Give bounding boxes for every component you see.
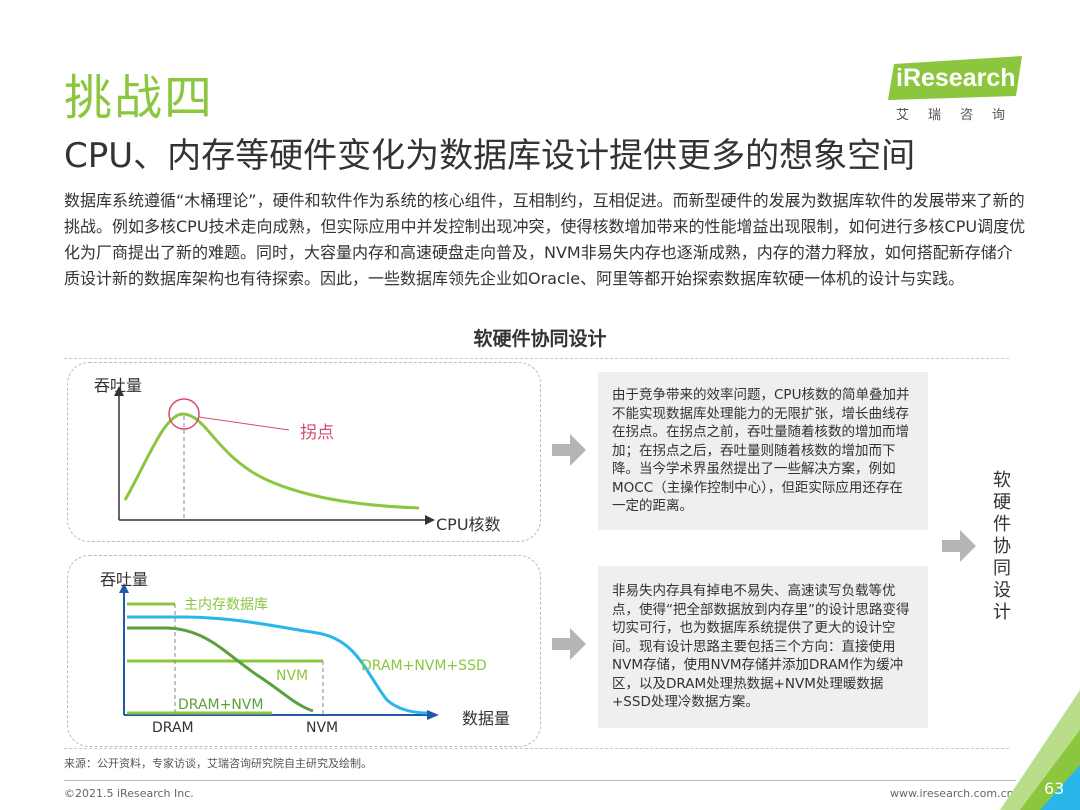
vertical-char: 设 xyxy=(993,580,1011,601)
arrow-right-3 xyxy=(942,530,976,562)
vertical-char: 同 xyxy=(993,558,1011,579)
diagram-2-y-label: 吞吐量 xyxy=(100,570,149,589)
diagram-1-description-text: 由于竞争带来的效率问题，CPU核数的简单叠加并不能实现数据库处理能力的无限扩张，… xyxy=(612,387,910,514)
diagram-1-x-arrow xyxy=(425,515,435,525)
inflection-leader-line xyxy=(198,416,290,431)
footer-line xyxy=(64,780,1016,781)
corner-decoration xyxy=(1000,690,1080,810)
diagram-2-x-label: 数据量 xyxy=(462,709,511,728)
page-title: 挑战四 xyxy=(64,70,215,126)
logo-banner xyxy=(888,56,1022,100)
divider-top xyxy=(64,358,1009,359)
diagram-1-x-label: CPU核数 xyxy=(436,515,501,534)
conclusion-vertical-text: 软 硬 件 协 同 设 计 xyxy=(988,470,1016,624)
vertical-char: 件 xyxy=(993,514,1011,535)
logo-chinese-text: 艾瑞咨询 xyxy=(896,108,1025,123)
tick-label-nvm: NVM xyxy=(306,720,339,736)
vertical-char: 计 xyxy=(993,602,1011,623)
series-label-nvm: NVM xyxy=(276,668,309,684)
series-dram-nvm-curve xyxy=(127,626,314,713)
intro-paragraph: 数据库系统遵循“木桶理论”，硬件和软件作为系统的核心组件，互相制约，互相促进。而… xyxy=(64,191,1026,288)
diagram-1-frame xyxy=(67,362,541,542)
page-number: 63 xyxy=(1044,779,1065,798)
diagram-2-x-arrow xyxy=(427,710,439,720)
page-subtitle: CPU、内存等硬件变化为数据库设计提供更多的想象空间 xyxy=(64,136,916,176)
diagram-2-description: 非易失内存具有掉电不易失、高速读写负载等优点，使得“把全部数据放到内存里”的设计… xyxy=(598,566,928,728)
divider-bottom xyxy=(64,748,1009,749)
throughput-curve xyxy=(123,412,420,510)
section-title: 软硬件协同设计 xyxy=(473,328,607,350)
diagram-2-description-text: 非易失内存具有掉电不易失、高速读写负载等优点，使得“把全部数据放到内存里”的设计… xyxy=(612,583,910,710)
inflection-point-circle xyxy=(168,398,200,430)
diagram-1-y-arrow xyxy=(114,386,124,396)
website-url: www.iresearch.com.cn xyxy=(890,787,1014,800)
copyright: ©2021.5 iResearch Inc. xyxy=(64,787,194,800)
arrow-right-2 xyxy=(552,628,586,660)
tick-label-dram: DRAM xyxy=(152,720,194,736)
vertical-char: 协 xyxy=(993,536,1011,557)
vertical-char: 硬 xyxy=(993,492,1011,513)
vertical-char: 软 xyxy=(993,470,1011,491)
series-label-dram-nvm: DRAM+NVM xyxy=(178,697,264,713)
source-note: 来源：公开资料，专家访谈，艾瑞咨询研究院自主研究及绘制。 xyxy=(64,757,372,770)
diagram-1-description: 由于竞争带来的效率问题，CPU核数的简单叠加并不能实现数据库处理能力的无限扩张，… xyxy=(598,372,928,530)
logo-text: iResearch xyxy=(896,64,1016,92)
diagram-2-svg xyxy=(119,583,439,720)
diagram-1-svg xyxy=(114,386,435,525)
series-label-dram-nvm-ssd: DRAM+NVM+SSD xyxy=(361,658,487,674)
series-dram-nvm-ssd xyxy=(127,615,428,715)
inflection-label: 拐点 xyxy=(300,423,334,443)
arrow-right-1 xyxy=(552,434,586,466)
series-label-main-memory-db: 主内存数据库 xyxy=(184,597,268,613)
diagram-2-y-arrow xyxy=(119,583,129,593)
diagram-1-y-label: 吞吐量 xyxy=(94,376,143,395)
